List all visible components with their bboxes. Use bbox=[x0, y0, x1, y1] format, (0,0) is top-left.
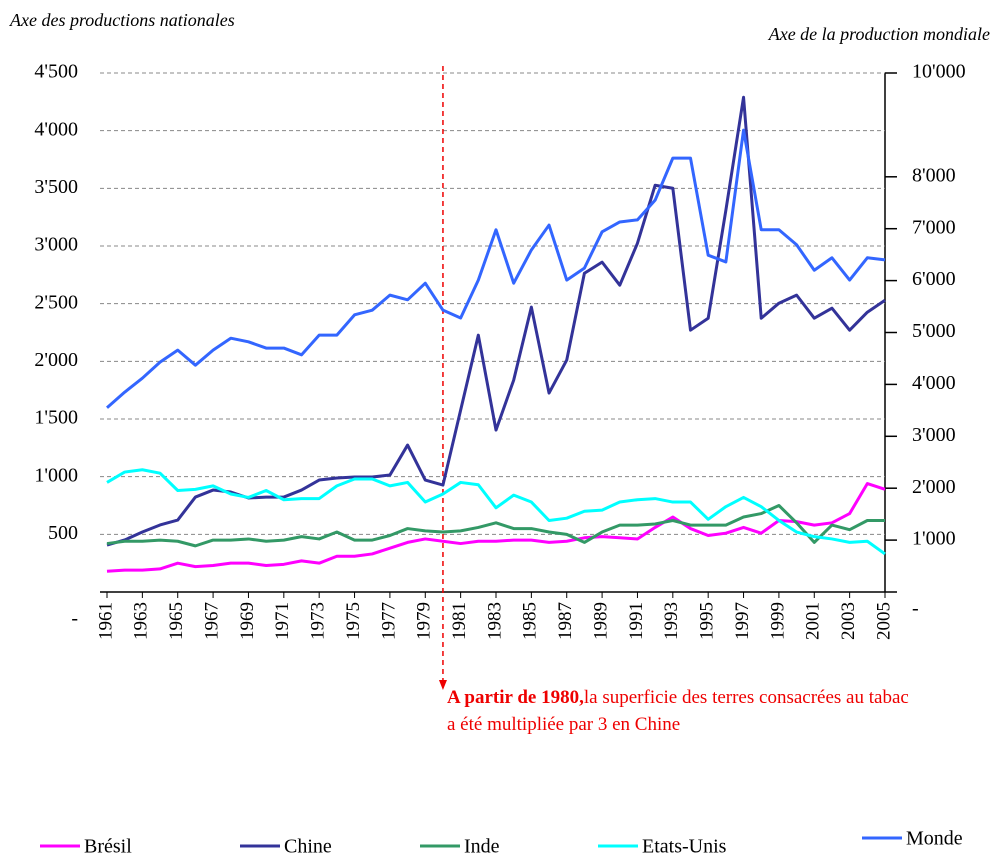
y-tick-label: 4'500 bbox=[34, 61, 78, 83]
x-tick-label: 1995 bbox=[697, 602, 718, 640]
annotation-bold: A partir de 1980, bbox=[447, 687, 584, 708]
x-tick-label: 1967 bbox=[201, 602, 222, 640]
y2-tick-label: 8'000 bbox=[912, 164, 956, 186]
y2-tick-label: 7'000 bbox=[912, 216, 956, 238]
y2-tick-label: 4'000 bbox=[912, 372, 956, 394]
x-tick-label: 1983 bbox=[484, 602, 505, 640]
x-tick-label: 2003 bbox=[838, 602, 859, 640]
series-line bbox=[106, 482, 886, 573]
legend-label: Brésil bbox=[84, 836, 132, 858]
x-tick-label: 1993 bbox=[661, 602, 682, 640]
y-tick-label: 4'000 bbox=[34, 118, 78, 140]
annotation: A partir de 1980,la superficie des terre… bbox=[447, 684, 917, 738]
x-tick-label: 1989 bbox=[590, 602, 611, 640]
y2-tick-label: 6'000 bbox=[912, 268, 956, 290]
y-tick-label: 1'500 bbox=[34, 407, 78, 429]
y-tick-label: 500 bbox=[48, 522, 78, 544]
y2-tick-label: 2'000 bbox=[912, 476, 956, 498]
legend-label: Chine bbox=[284, 836, 332, 858]
y2-tick-label: 3'000 bbox=[912, 424, 956, 446]
y-tick-label: 3'000 bbox=[34, 234, 78, 256]
annotation-text: la superficie des terres consacrées au t… bbox=[447, 687, 909, 735]
x-tick-label: 1973 bbox=[308, 602, 329, 640]
x-tick-label: 1991 bbox=[626, 602, 647, 640]
x-tick-label: 2005 bbox=[873, 602, 894, 640]
series-line bbox=[106, 504, 885, 548]
legend-label: Monde bbox=[906, 828, 963, 850]
series-line bbox=[106, 95, 886, 547]
y-tick-label: 2'000 bbox=[34, 349, 78, 371]
x-tick-label: 1975 bbox=[343, 602, 364, 640]
legend-label: Etats-Unis bbox=[642, 836, 727, 858]
x-tick-label: 1981 bbox=[449, 602, 470, 640]
y2-tick-label: 10'000 bbox=[912, 61, 966, 83]
x-tick-label: 1987 bbox=[555, 602, 576, 640]
x-tick-label: 1969 bbox=[237, 602, 258, 640]
x-tick-label: 2001 bbox=[803, 602, 824, 640]
y-tick-label: 2'500 bbox=[34, 291, 78, 313]
series-line bbox=[106, 128, 886, 409]
y2-tick-label: 1'000 bbox=[912, 528, 956, 550]
y-tick-label: 3'500 bbox=[34, 176, 78, 198]
y2-tick-label: 5'000 bbox=[912, 320, 956, 342]
x-tick-label: 1965 bbox=[166, 602, 187, 640]
x-tick-label: 1971 bbox=[272, 602, 293, 640]
x-tick-label: 1961 bbox=[95, 602, 116, 640]
legend-label: Inde bbox=[464, 836, 500, 858]
annotation-arrow bbox=[438, 680, 447, 690]
x-tick-label: 1985 bbox=[520, 602, 541, 640]
y-axis-title: Axe des productions nationales bbox=[9, 10, 235, 30]
x-tick-label: 1997 bbox=[732, 602, 753, 640]
x-tick-label: 1999 bbox=[767, 602, 788, 640]
x-tick-label: 1963 bbox=[131, 602, 152, 640]
x-tick-label: 1977 bbox=[378, 602, 399, 640]
y-tick-label: - bbox=[71, 608, 78, 630]
y2-axis-title: Axe de la production mondiale bbox=[768, 24, 990, 44]
y-tick-label: 1'000 bbox=[34, 464, 78, 486]
x-tick-label: 1979 bbox=[414, 602, 435, 640]
y2-tick-label: - bbox=[912, 598, 919, 620]
series-line bbox=[106, 468, 886, 556]
